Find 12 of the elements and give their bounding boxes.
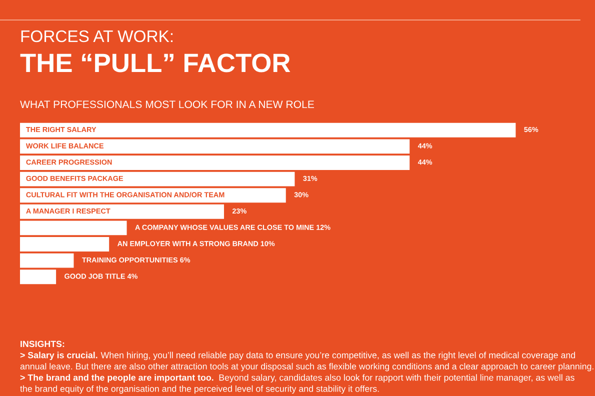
chart-title: FORCES AT WORK:	[21, 30, 173, 42]
text: When hiring, you’ll need reliable pay data to ensure you’re competitive, as well as the right level of medical coverage and	[100, 352, 576, 360]
text: INSIGHTS:	[20, 340, 64, 348]
text: the brand equity of the organisation and the perceived level of security and stability it offers.	[20, 385, 379, 394]
bar	[20, 237, 110, 252]
text: > Salary is crucial.	[20, 352, 98, 360]
text: > The brand and the people are important too.	[20, 374, 214, 382]
text: WHAT PROFESSIONALS MOST LOOK FOR IN A NEW ROLE	[20, 100, 314, 108]
bar	[20, 156, 410, 170]
text: annual leave. But there are also other attraction tools at your disposal such as flexible working conditions and a clear approach to career planning.	[20, 362, 594, 372]
text: Beyond salary, candidates also look for rapport with their potential line manager, as well as	[219, 374, 574, 382]
chart-subtitle: THE “PULL” FACTOR	[20, 54, 290, 72]
